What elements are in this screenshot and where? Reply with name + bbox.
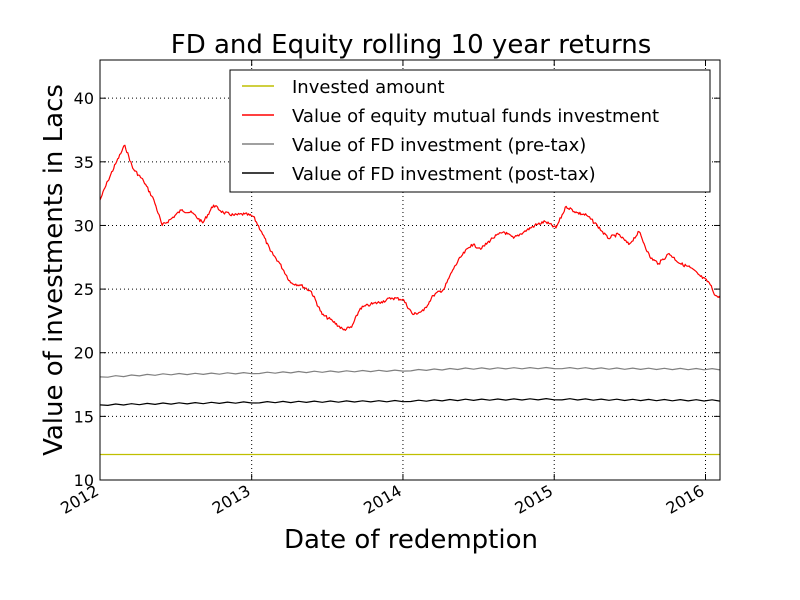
chart-title: FD and Equity rolling 10 year returns [171,30,652,60]
y-tick-label: 15 [74,407,94,426]
y-tick-label: 40 [74,89,94,108]
legend-label: Invested amount [292,77,445,98]
y-tick-label: 25 [74,280,94,299]
series-lines [99,144,721,456]
y-tick-label: 35 [74,153,94,172]
series-line-1 [99,144,721,331]
x-tick-label: 2013 [209,481,254,518]
legend-label: Value of FD investment (post-tax) [292,164,596,185]
legend-label: Value of equity mutual funds investment [292,106,659,127]
series-line-2 [99,366,721,378]
legend: Invested amount Value of equity mutual fu… [229,69,711,193]
y-tick-label: 30 [74,216,94,235]
y-tick-label: 20 [74,344,94,363]
y-tick-label: 10 [74,471,94,490]
x-tick-label: 2014 [360,481,405,518]
x-tick-label: 2015 [511,481,556,518]
y-axis: 10 15 20 25 30 35 40 [74,89,720,490]
legend-label: Value of FD investment (pre-tax) [292,135,586,156]
y-axis-label: Value of investments in Lacs [39,84,69,456]
legend-box [229,69,711,193]
plot-frame [99,59,721,481]
x-axis-label: Date of redemption [284,525,538,555]
series-line-3 [99,398,721,406]
x-tick-label: 2016 [663,481,708,518]
